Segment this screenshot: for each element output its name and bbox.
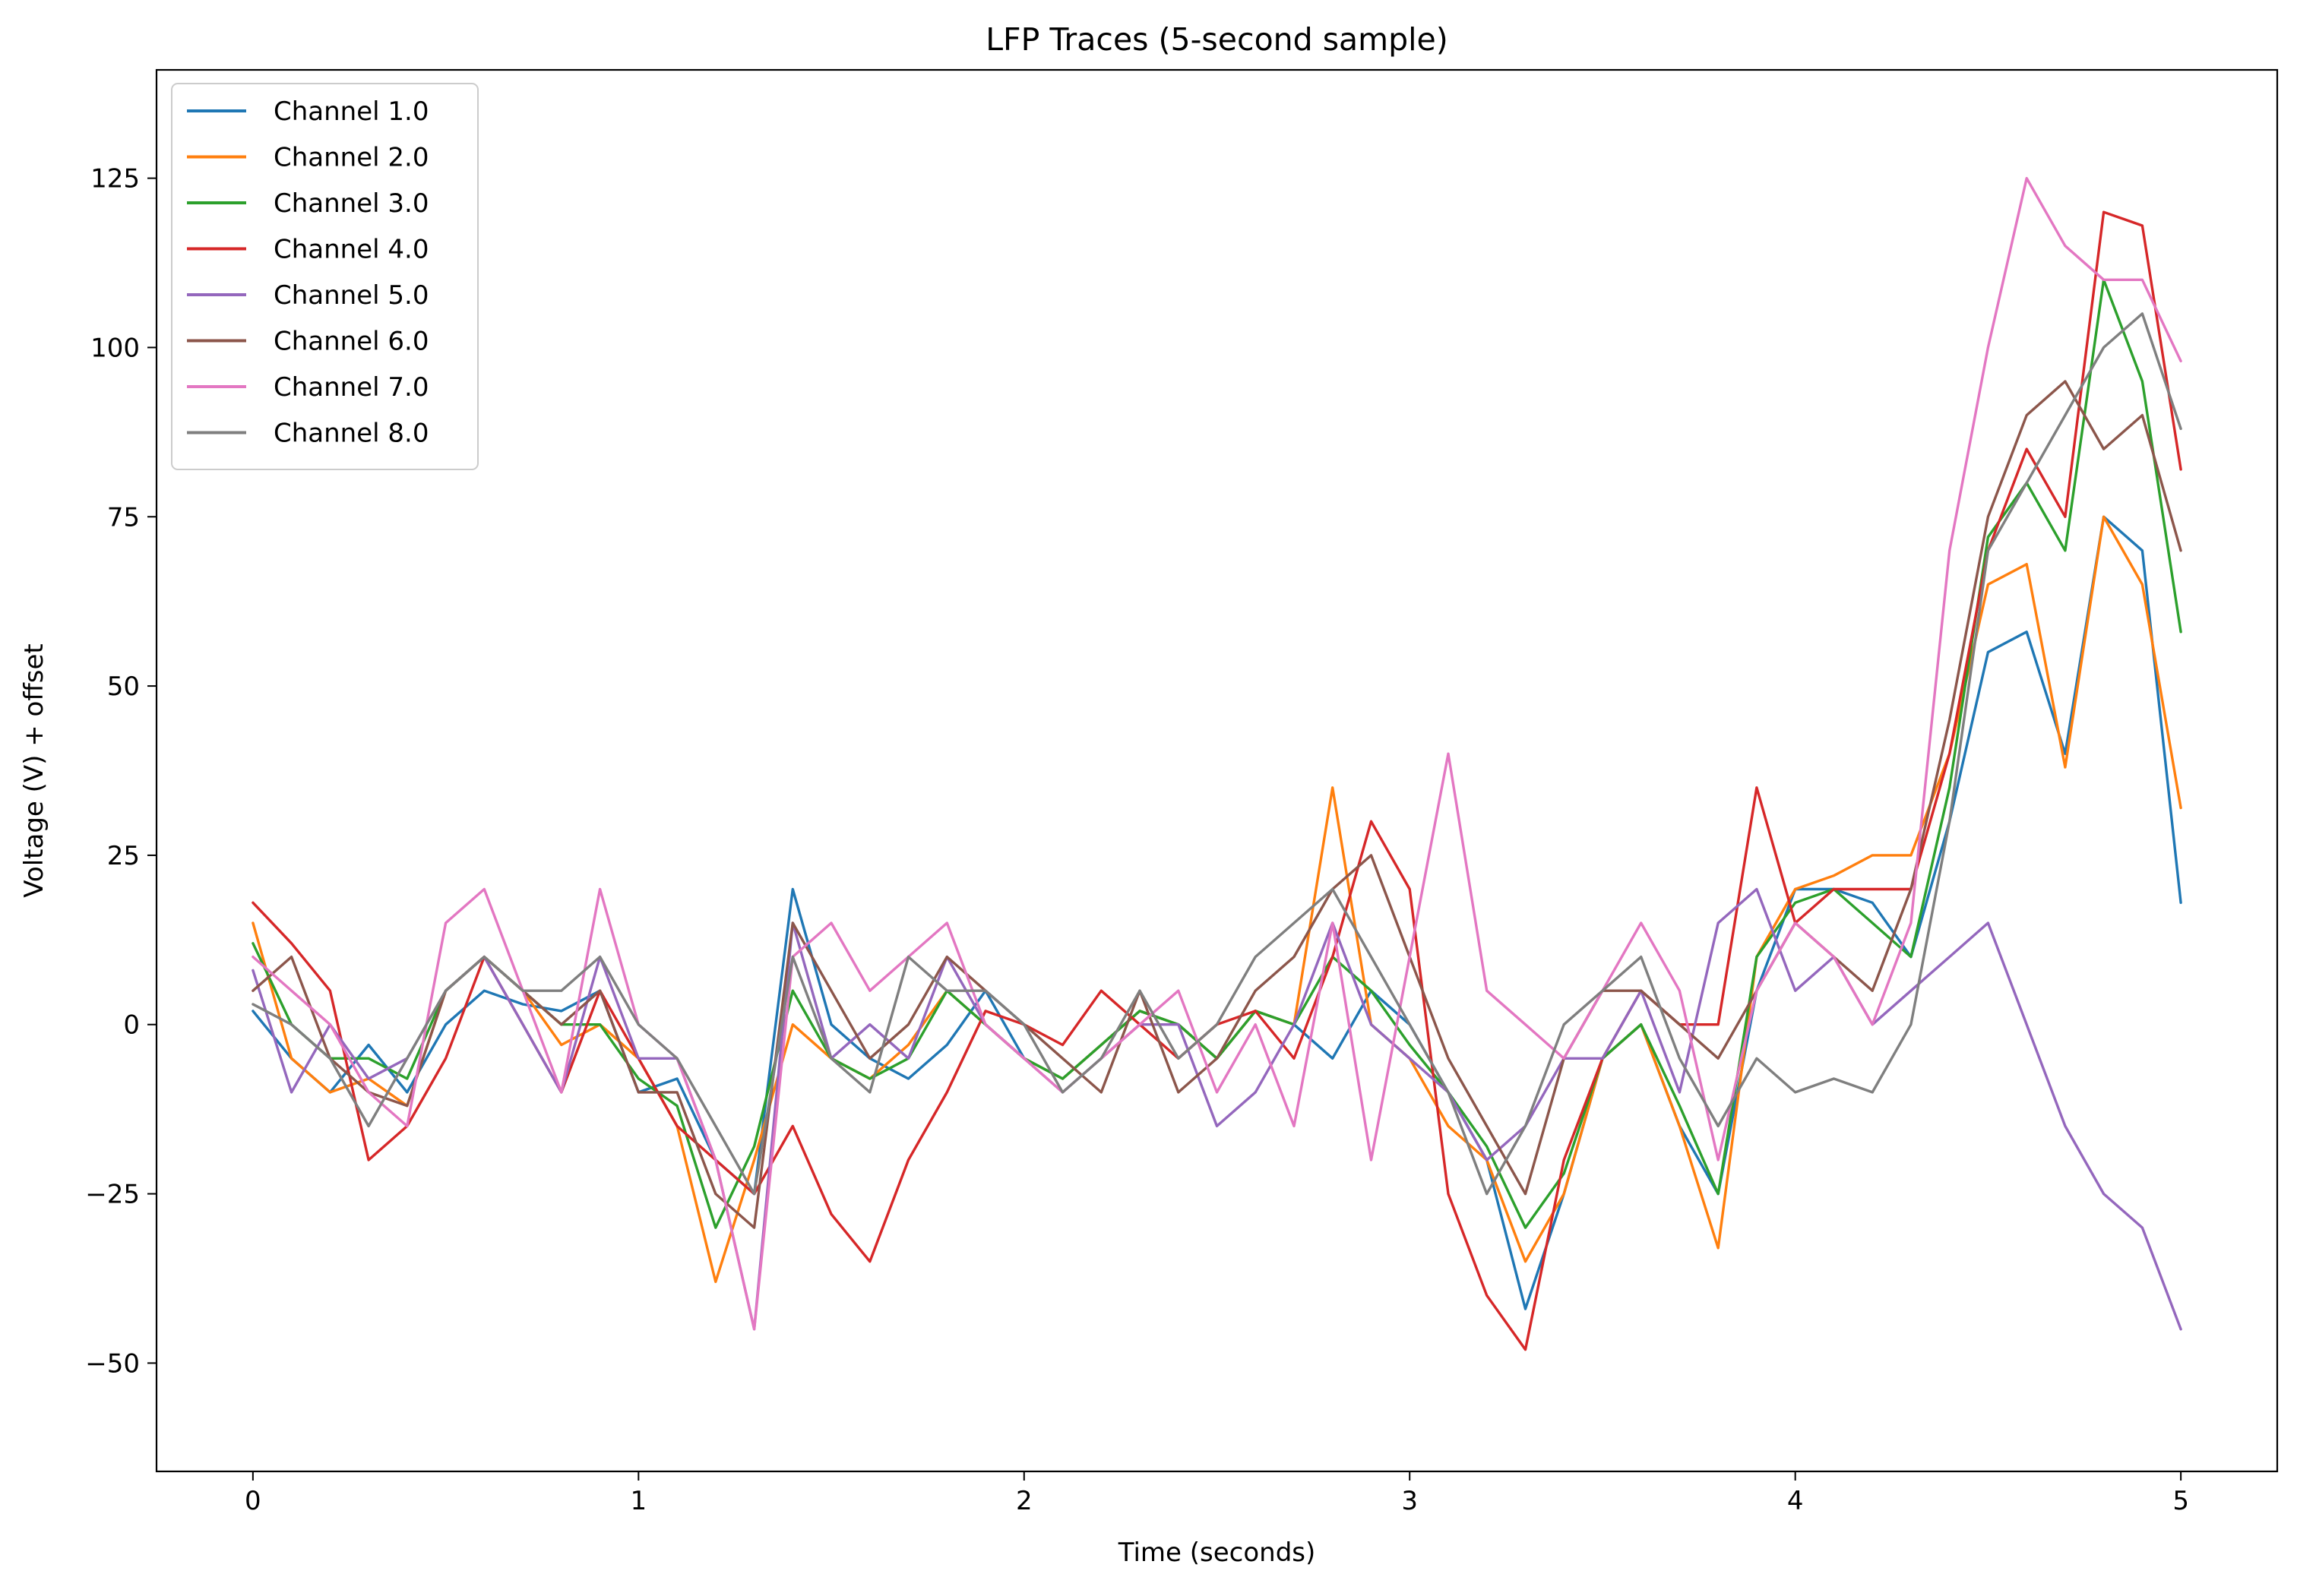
y-axis: −50 −25 0 25 50 75 100 125: [85, 164, 157, 1379]
legend-box: [171, 83, 479, 470]
series-line-channel-5: [252, 887, 2182, 1331]
series-line-channel-1: [252, 515, 2182, 1310]
legend-label-channel-3: Channel 3.0: [274, 188, 429, 219]
series-line-channel-4: [252, 210, 2182, 1351]
legend-label-channel-5: Channel 5.0: [274, 280, 429, 311]
y-tick-label: 125: [90, 164, 140, 194]
y-tick-label: 25: [107, 841, 140, 871]
x-tick-label: 3: [1401, 1486, 1418, 1516]
plot-frame: [155, 68, 2279, 1473]
x-tick-label: 0: [245, 1486, 261, 1516]
x-tick-label: 1: [630, 1486, 647, 1516]
x-tick-label: 5: [2172, 1486, 2189, 1516]
x-axis: 0 1 2 3 4 5: [245, 1471, 2189, 1516]
legend-label-channel-8: Channel 8.0: [274, 419, 429, 449]
y-tick-label: −50: [85, 1348, 140, 1379]
y-tick-label: 75: [107, 502, 140, 533]
x-axis-label: Time (seconds): [1118, 1538, 1316, 1568]
series-line-channel-8: [252, 312, 2182, 1196]
legend-label-channel-4: Channel 4.0: [274, 235, 429, 265]
y-tick-label: 100: [90, 333, 140, 363]
chart-title: LFP Traces (5-second sample): [986, 21, 1448, 58]
legend: Channel 1.0 Channel 2.0 Channel 3.0 Channel…: [171, 83, 479, 470]
legend-label-channel-1: Channel 1.0: [274, 96, 429, 127]
legend-label-channel-2: Channel 2.0: [274, 143, 429, 173]
y-tick-label: −25: [85, 1180, 140, 1210]
legend-label-channel-7: Channel 7.0: [274, 372, 429, 403]
series-layer: [252, 176, 2182, 1351]
y-axis-label: Voltage (V) + offset: [19, 643, 49, 897]
x-tick-label: 4: [1787, 1486, 1804, 1516]
series-line-channel-2: [252, 515, 2182, 1284]
y-tick-label: 50: [107, 672, 140, 702]
series-line-channel-6: [252, 380, 2182, 1229]
legend-label-channel-6: Channel 6.0: [274, 327, 429, 357]
series-line-channel-7: [252, 176, 2182, 1331]
series-line-channel-3: [252, 278, 2182, 1229]
x-tick-label: 2: [1016, 1486, 1033, 1516]
y-tick-label: 0: [123, 1010, 140, 1041]
